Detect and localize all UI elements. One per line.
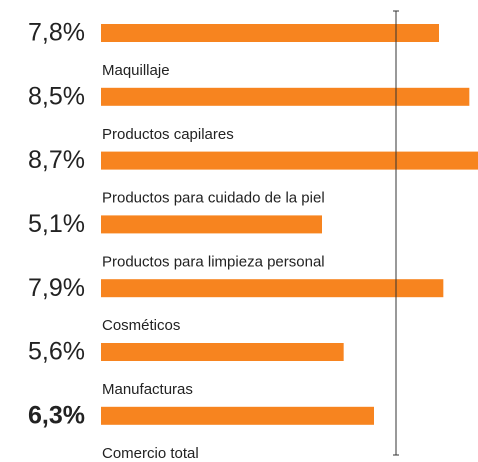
category-label: Maquillaje [102,62,170,79]
bar [101,215,322,234]
category-label: Manufacturas [102,381,193,398]
category-label: Comercio total [102,445,199,462]
value-label: 8,5% [28,82,85,110]
bar [101,279,444,298]
bar [101,151,478,170]
value-label: 6,3% [28,401,85,429]
bar [101,406,374,425]
bar [101,343,344,361]
category-label: Productos para limpieza personal [102,253,325,270]
value-label: 8,7% [28,146,85,174]
category-label: Cosméticos [102,317,180,334]
value-label: 5,1% [28,210,85,238]
value-label: 7,9% [28,274,85,302]
value-label: 5,6% [28,338,85,366]
bar [101,24,439,42]
category-label: Productos capilares [102,126,234,143]
bar [101,87,470,106]
category-label: Productos para cuidado de la piel [102,190,325,207]
value-label: 7,8% [28,19,85,47]
